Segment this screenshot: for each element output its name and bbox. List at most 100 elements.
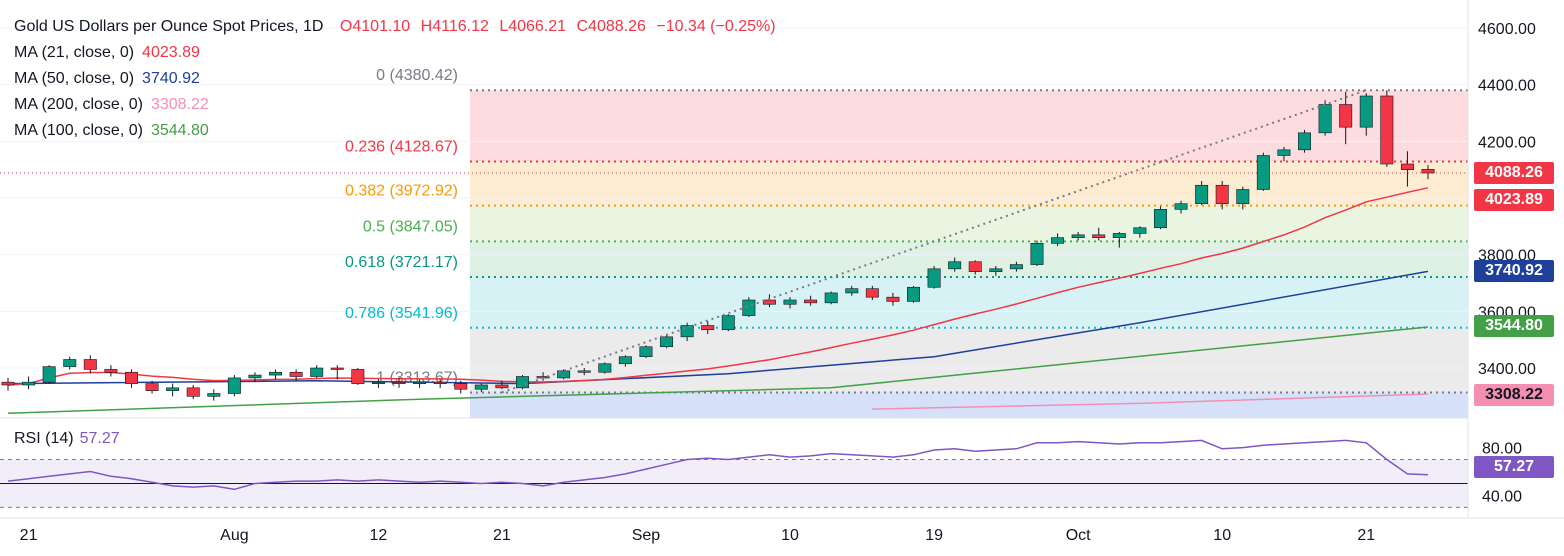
candle-down xyxy=(104,369,118,373)
candle-up xyxy=(907,286,920,302)
time-tick-label: 21 xyxy=(493,527,511,544)
last-price-tag: 4088.26 xyxy=(1474,162,1554,184)
ma200-label: MA (200, close, 0) xyxy=(14,96,143,113)
fibonacci-lines xyxy=(0,89,1468,394)
ma50-legend[interactable]: MA (50, close, 0) 3740.92 xyxy=(14,66,776,92)
candle-up xyxy=(413,381,427,384)
ma100-legend[interactable]: MA (100, close, 0) 3544.80 xyxy=(14,118,776,144)
fib-trend-line xyxy=(501,89,1367,394)
candle-down xyxy=(1092,234,1106,238)
candle-up xyxy=(783,299,797,305)
candle-up xyxy=(1030,243,1044,265)
time-tick-label: 10 xyxy=(781,527,799,544)
ma50-price-tag: 3740.92 xyxy=(1474,260,1554,282)
candle-down xyxy=(145,383,159,391)
candle-down xyxy=(577,370,591,373)
candle-down xyxy=(454,383,468,390)
rsi-value-tag: 57.27 xyxy=(1474,456,1554,478)
candle-up xyxy=(1236,189,1250,204)
ma200-value: 3308.22 xyxy=(150,96,209,113)
ohlc-header: Gold US Dollars per Ounce Spot Prices, 1… xyxy=(14,14,776,40)
fib-label: 0 (4380.42) xyxy=(376,67,458,84)
ma100-line xyxy=(7,326,1429,415)
candle-down xyxy=(762,299,776,305)
price-tick-label: 4400.00 xyxy=(1478,78,1536,95)
ma50-label: MA (50, close, 0) xyxy=(14,70,135,87)
candle-down xyxy=(495,384,509,389)
time-tick-label: Aug xyxy=(220,527,248,544)
candle-up xyxy=(1051,237,1065,244)
candle-up xyxy=(1009,264,1023,270)
candle-down xyxy=(1400,163,1414,170)
fib-label: 0.786 (3541.96) xyxy=(345,305,458,322)
candlesticks xyxy=(1,90,1435,401)
fibonacci-labels: 0 (4380.42) 0.236 (4128.67) 0.382 (3972.92… xyxy=(345,67,458,386)
candle-up xyxy=(42,366,56,383)
rsi-tick-label: 80.00 xyxy=(1482,441,1522,458)
ma100-value: 3544.80 xyxy=(150,122,209,139)
candle-up xyxy=(227,377,241,394)
candle-down xyxy=(433,381,447,384)
candle-up xyxy=(22,381,36,386)
ma21-legend[interactable]: MA (21, close, 0) 4023.89 xyxy=(14,40,776,66)
candle-up xyxy=(824,292,838,304)
candle-up xyxy=(639,346,653,357)
candle-up xyxy=(516,376,529,389)
fib-label: 0.382 (3972.92) xyxy=(345,183,458,200)
candle-up xyxy=(721,315,735,331)
rsi-pane: 40.00 80.00 xyxy=(0,439,1522,508)
low-value: L4066.21 xyxy=(499,18,567,35)
fib-label: 0.618 (3721.17) xyxy=(345,254,458,271)
close-value: C4088.26 xyxy=(576,18,646,35)
candle-up xyxy=(660,336,674,348)
candle-down xyxy=(351,369,365,384)
open-value: O4101.10 xyxy=(339,18,411,35)
candle-up xyxy=(1133,227,1147,234)
candle-up xyxy=(1195,184,1209,204)
fib-zone-extension xyxy=(470,392,1468,418)
candle-down xyxy=(1421,169,1435,174)
candle-up xyxy=(845,288,859,294)
candle-up xyxy=(927,268,941,288)
moving-average-lines xyxy=(7,187,1429,415)
ma100-label: MA (100, close, 0) xyxy=(14,122,143,139)
ma50-value: 3740.92 xyxy=(142,70,200,87)
price-tick-label: 4600.00 xyxy=(1478,21,1536,38)
candle-up xyxy=(989,268,1003,272)
candle-down xyxy=(804,299,818,304)
trend-line xyxy=(501,89,1367,394)
ma200-legend[interactable]: MA (200, close, 0) 3308.22 xyxy=(14,92,776,118)
candle-down xyxy=(1339,104,1353,128)
chart-legend: Gold US Dollars per Ounce Spot Prices, 1… xyxy=(14,14,776,144)
candle-down xyxy=(1380,95,1394,165)
ma50-line xyxy=(7,270,1429,385)
time-tick-label: 21 xyxy=(1357,527,1375,544)
candle-up xyxy=(269,371,283,376)
candle-down xyxy=(865,288,879,298)
price-tick-label: 4200.00 xyxy=(1478,134,1536,151)
rsi-line xyxy=(7,439,1429,491)
candle-up xyxy=(598,363,612,373)
time-tick-label: Oct xyxy=(1066,527,1091,544)
candle-up xyxy=(1071,234,1085,238)
rsi-legend[interactable]: RSI (14) 57.27 xyxy=(14,430,120,448)
fib-zone xyxy=(470,161,1468,206)
candle-down xyxy=(886,296,900,302)
time-tick-label: 21 xyxy=(20,527,38,544)
candle-down xyxy=(186,387,200,397)
candle-up xyxy=(1256,155,1270,190)
candle-up xyxy=(618,356,632,365)
ma21-label: MA (21, close, 0) xyxy=(14,44,135,61)
fib-label: 0.236 (4128.67) xyxy=(345,139,458,156)
fibonacci-zones xyxy=(470,90,1468,418)
candle-up xyxy=(1277,149,1291,156)
candle-up xyxy=(371,381,385,384)
candle-up xyxy=(474,384,488,390)
fib-zone xyxy=(470,277,1468,328)
candle-up xyxy=(742,299,756,316)
time-tick-label: 12 xyxy=(370,527,388,544)
time-tick-label: 10 xyxy=(1213,527,1231,544)
candle-up xyxy=(557,370,571,379)
candle-down xyxy=(1215,184,1229,204)
